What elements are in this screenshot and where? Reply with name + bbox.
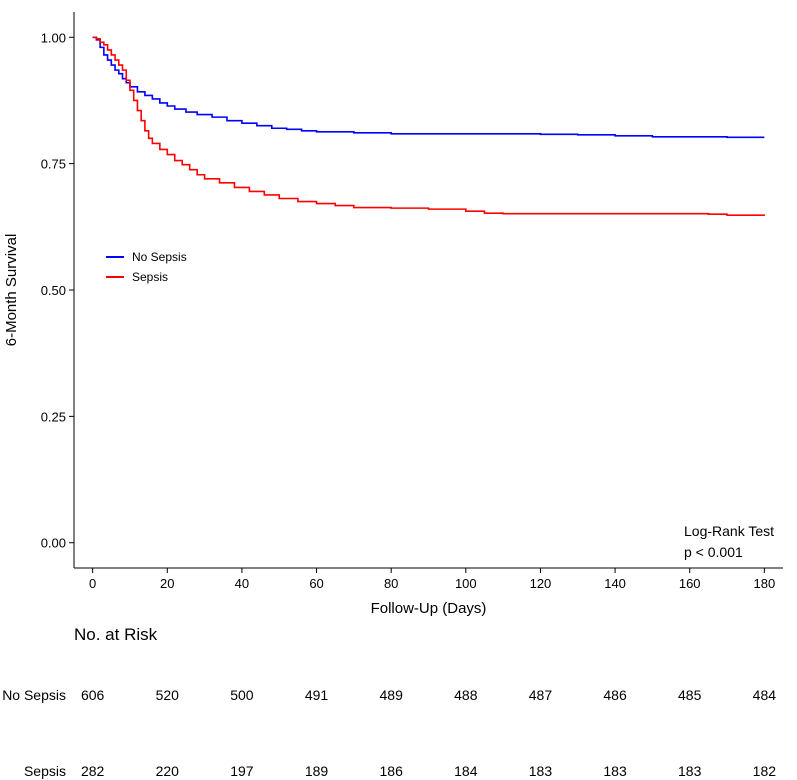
risk-value: 488 bbox=[454, 687, 478, 703]
x-tick-label: 180 bbox=[753, 576, 775, 591]
risk-value: 487 bbox=[529, 687, 553, 703]
risk-value: 486 bbox=[603, 687, 627, 703]
x-tick-label: 140 bbox=[604, 576, 626, 591]
risk-value: 183 bbox=[603, 763, 627, 779]
y-axis-title: 6-Month Survival bbox=[3, 234, 20, 347]
logrank-label: Log-Rank Test bbox=[684, 523, 774, 539]
y-tick-label: 0.50 bbox=[41, 283, 66, 298]
x-tick-label: 80 bbox=[384, 576, 398, 591]
risk-value: 182 bbox=[753, 763, 777, 779]
series-line-sepsis bbox=[92, 36, 766, 216]
risk-value: 484 bbox=[753, 687, 777, 703]
series-layer bbox=[92, 36, 766, 216]
legend: No Sepsis Sepsis bbox=[106, 250, 187, 284]
risk-value: 606 bbox=[81, 687, 105, 703]
x-tick-label: 0 bbox=[89, 576, 96, 591]
risk-value: 489 bbox=[380, 687, 404, 703]
x-tick-label: 60 bbox=[309, 576, 323, 591]
risk-row-label: No Sepsis bbox=[2, 687, 66, 703]
legend-label: Sepsis bbox=[132, 270, 168, 284]
legend-label: No Sepsis bbox=[132, 250, 187, 264]
y-tick-label: 0.00 bbox=[41, 536, 66, 551]
axes bbox=[73, 12, 783, 569]
x-tick-label: 40 bbox=[235, 576, 249, 591]
risk-value: 220 bbox=[156, 763, 180, 779]
risk-row-label: Sepsis bbox=[24, 763, 66, 779]
risk-value: 282 bbox=[81, 763, 105, 779]
x-tick-label: 160 bbox=[679, 576, 701, 591]
x-tick-label: 20 bbox=[160, 576, 174, 591]
risk-value: 520 bbox=[156, 687, 180, 703]
series-line-no-sepsis bbox=[92, 36, 765, 139]
risk-value: 485 bbox=[678, 687, 702, 703]
risk-table: No Sepsis 606 520 500 491 489 488 487 486 485 484 S… bbox=[2, 687, 776, 779]
risk-value: 186 bbox=[380, 763, 404, 779]
x-tick-label: 100 bbox=[455, 576, 477, 591]
y-tick-label: 1.00 bbox=[41, 30, 66, 45]
x-ticks: 0 20 40 60 80 100 120 140 160 180 bbox=[89, 568, 775, 591]
risk-value: 189 bbox=[305, 763, 329, 779]
x-tick-label: 120 bbox=[530, 576, 552, 591]
y-tick-label: 0.25 bbox=[41, 409, 66, 424]
risk-value: 183 bbox=[678, 763, 702, 779]
p-value-label: p < 0.001 bbox=[684, 544, 743, 560]
y-ticks: 0.00 0.25 0.50 0.75 1.00 bbox=[41, 30, 74, 551]
risk-value: 491 bbox=[305, 687, 329, 703]
risk-value: 183 bbox=[529, 763, 553, 779]
risk-table-title: No. at Risk bbox=[74, 625, 158, 644]
x-axis-title: Follow-Up (Days) bbox=[371, 600, 487, 617]
y-tick-label: 0.75 bbox=[41, 157, 66, 172]
risk-value: 500 bbox=[230, 687, 254, 703]
risk-value: 184 bbox=[454, 763, 478, 779]
risk-value: 197 bbox=[230, 763, 254, 779]
